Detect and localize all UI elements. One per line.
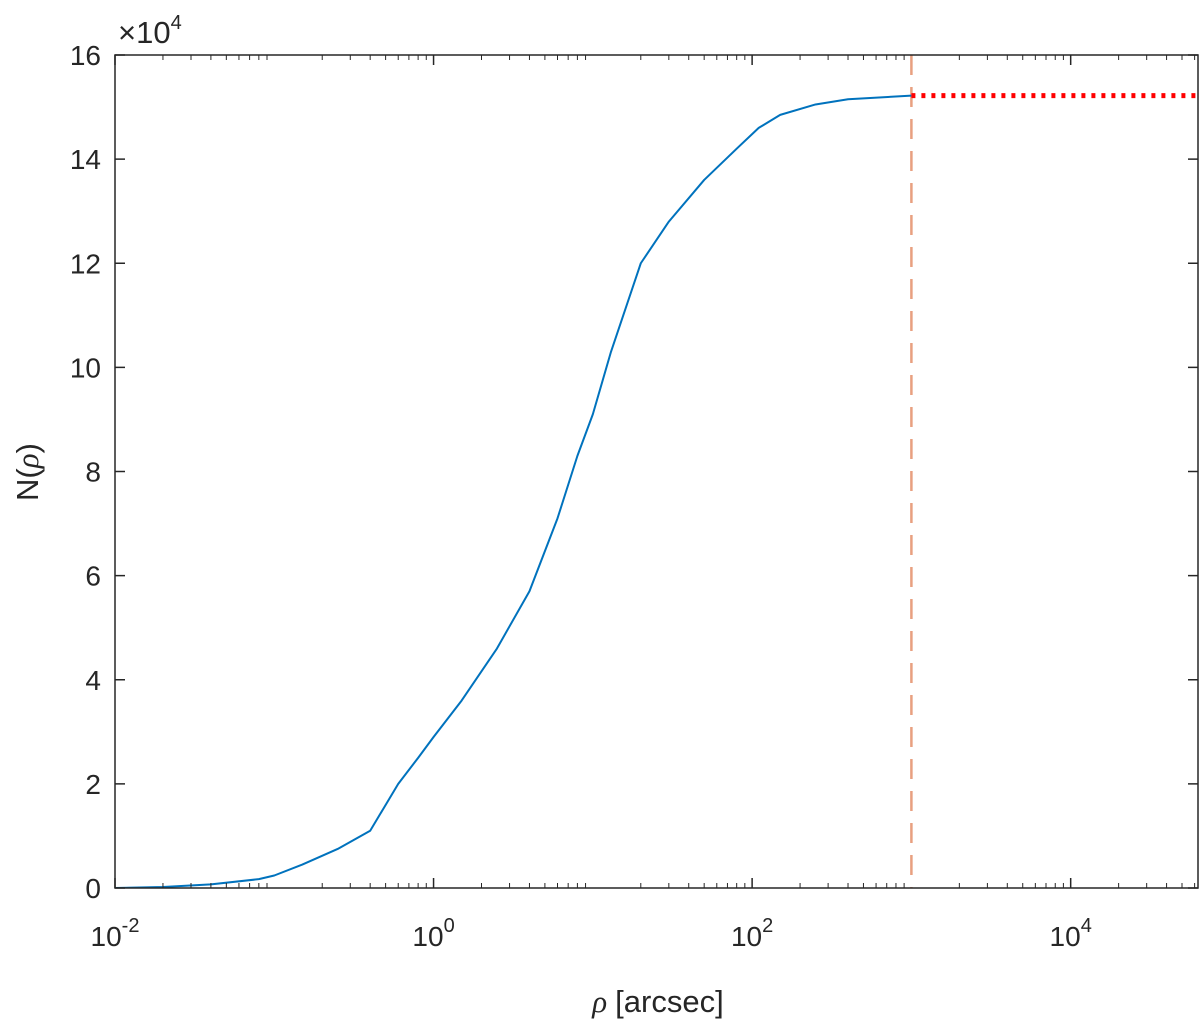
y-multiplier: ×104 [118,12,182,50]
y-axis-suffix: ) [10,443,45,453]
x-axis-label: ρ [arcsec] [591,984,723,1019]
y-tick-label-3: 6 [85,561,101,592]
x-tick-exp-1: 0 [444,915,455,937]
x-tick-label-2: 102 [731,915,773,952]
y-multiplier-base: ×10 [118,15,171,50]
plot-content [115,55,1198,888]
y-tick-label-0: 0 [85,873,101,904]
x-axis-symbol: ρ [591,984,607,1019]
y-axis-label: N(ρ) [10,443,45,501]
y-tick-label-4: 8 [85,457,101,488]
plot-area [115,55,1198,888]
x-tick-base-1: 10 [412,921,443,952]
x-tick-base-0: 10 [91,921,122,952]
y-axis-prefix: N( [10,468,45,501]
x-tick-label-1: 100 [412,915,454,952]
y-axis-symbol: ρ [10,453,45,469]
x-tick-base-3: 10 [1050,921,1081,952]
y-tick-label-6: 12 [70,248,101,279]
x-tick-label-3: 104 [1050,915,1092,952]
y-tick-label-2: 4 [85,665,101,696]
axis-ticks [114,54,1198,889]
x-tick-exp-2: 2 [762,915,773,937]
series-line-0 [115,94,912,888]
y-tick-label-5: 10 [70,352,101,383]
x-tick-exp-3: 4 [1081,915,1092,937]
x-tick-exp-0: -2 [122,915,140,937]
x-tick-label-0: 10-2 [91,915,140,952]
y-tick-label-1: 2 [85,769,101,800]
y-tick-label-8: 16 [70,40,101,71]
x-axis-unit: [arcsec] [615,984,724,1019]
y-multiplier-exponent: 4 [171,12,182,34]
y-tick-label-7: 14 [70,144,101,175]
x-tick-base-2: 10 [731,921,762,952]
